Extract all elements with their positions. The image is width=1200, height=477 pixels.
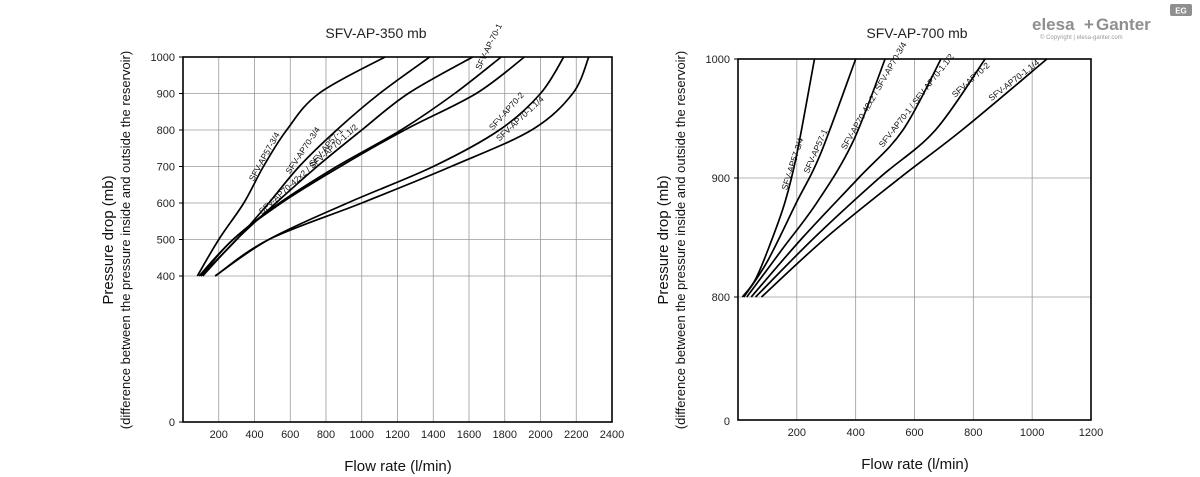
x-tick-label: 1000 xyxy=(1020,427,1044,439)
chart-350-curves: SFV-AP57-3/4 SFV-AP70-3/4SFV-AP57-1SFV-AP… xyxy=(196,22,590,277)
series-line xyxy=(760,58,1048,298)
y-tick-label: 1000 xyxy=(706,54,730,66)
series-line xyxy=(196,56,386,277)
x-tick-label: 400 xyxy=(846,427,864,439)
chart-350mb: SFV-AP-350 mb 200 400 600 800 1000 1200 1400 16… xyxy=(100,22,624,475)
logo-brand-left: elesa xyxy=(1032,15,1075,34)
chart-350-y-ticks: 0 400 500 600 700 800 900 1000 xyxy=(151,52,183,429)
series-line xyxy=(743,58,857,298)
y-tick-label: 900 xyxy=(157,89,175,101)
x-tick-label: 1200 xyxy=(385,429,409,441)
y-tick-label-zero: 0 xyxy=(724,416,730,428)
elesa-ganter-logo: elesa + Ganter EG © Copyright | elesa-ga… xyxy=(1032,4,1192,41)
x-tick-label: 1600 xyxy=(457,429,481,441)
chart-700-y-axis-sublabel: (difference between the pressure inside … xyxy=(673,51,688,429)
y-tick-label: 700 xyxy=(157,162,175,174)
series-label: SFV-AP70-42x2 / SFV-AP70-3/4 xyxy=(839,40,909,151)
x-tick-label: 2400 xyxy=(600,429,624,441)
series-line xyxy=(214,56,590,277)
x-tick-label: 2000 xyxy=(528,429,552,441)
chart-350-title: SFV-AP-350 mb xyxy=(325,25,426,41)
x-tick-label: 600 xyxy=(281,429,299,441)
logo-badge-text: EG xyxy=(1175,7,1187,16)
chart-700-x-ticks: 200 400 600 800 1000 1200 xyxy=(788,427,1104,439)
y-tick-label: 500 xyxy=(157,235,175,247)
x-tick-label: 600 xyxy=(905,427,923,439)
y-tick-label: 800 xyxy=(157,125,175,137)
series-line xyxy=(202,56,474,277)
chart-350-grid xyxy=(183,57,612,422)
x-tick-label: 200 xyxy=(788,427,806,439)
x-tick-label: 1000 xyxy=(350,429,374,441)
series-label: SFV-AP-70-1 xyxy=(473,22,504,72)
x-tick-label: 400 xyxy=(245,429,263,441)
y-tick-label: 600 xyxy=(157,198,175,210)
chart-350-y-axis-sublabel: (difference between the pressure inside … xyxy=(118,51,133,429)
x-tick-label: 800 xyxy=(964,427,982,439)
chart-700-x-axis-label: Flow rate (l/min) xyxy=(861,456,969,473)
chart-350-y-axis-label: Pressure drop (mb) xyxy=(100,175,117,304)
series-line xyxy=(746,58,886,298)
x-tick-label: 2200 xyxy=(564,429,588,441)
logo-copyright: © Copyright | elesa-ganter.com xyxy=(1040,34,1123,41)
y-tick-label: 900 xyxy=(712,173,730,185)
logo-badge-icon xyxy=(1170,4,1192,16)
series-line xyxy=(200,56,525,277)
series-line xyxy=(750,58,942,298)
x-tick-label: 1800 xyxy=(493,429,517,441)
y-tick-label: 0 xyxy=(169,417,175,429)
series-label: SFV-AP70-2 xyxy=(950,60,992,99)
logo-brand-right: Ganter xyxy=(1096,15,1151,34)
y-tick-label: 1000 xyxy=(151,52,175,64)
series-label: SFV-AP57-3/4 xyxy=(779,136,805,191)
series-line xyxy=(754,58,986,298)
chart-700-frame xyxy=(737,58,1092,421)
chart-350-x-axis-label: Flow rate (l/min) xyxy=(344,458,452,475)
x-tick-label: 800 xyxy=(317,429,335,441)
x-tick-label: 1200 xyxy=(1079,427,1103,439)
chart-700mb: SFV-AP-700 mb 200 400 600 800 1000 1200 0 800 9… xyxy=(655,25,1103,473)
series-label: SFV-AP57-1 xyxy=(801,127,829,174)
chart-350-x-ticks: 200 400 600 800 1000 1200 1400 1600 1800 2000 2200… xyxy=(210,429,625,441)
series-label: SFV-AP57-3/4 xyxy=(247,130,282,183)
y-tick-label: 800 xyxy=(712,292,730,304)
chart-700-y-ticks: 0 800 900 1000 xyxy=(706,54,738,428)
chart-700-title: SFV-AP-700 mb xyxy=(866,25,967,41)
logo-brand-plus: + xyxy=(1084,15,1094,34)
x-tick-label: 1400 xyxy=(421,429,445,441)
chart-700-y-axis-label: Pressure drop (mb) xyxy=(655,175,672,304)
x-tick-label: 200 xyxy=(210,429,228,441)
chart-700-grid xyxy=(738,59,1091,420)
series-label: SFV-AP70-1.1/4 xyxy=(986,57,1041,103)
y-tick-label: 400 xyxy=(157,271,175,283)
